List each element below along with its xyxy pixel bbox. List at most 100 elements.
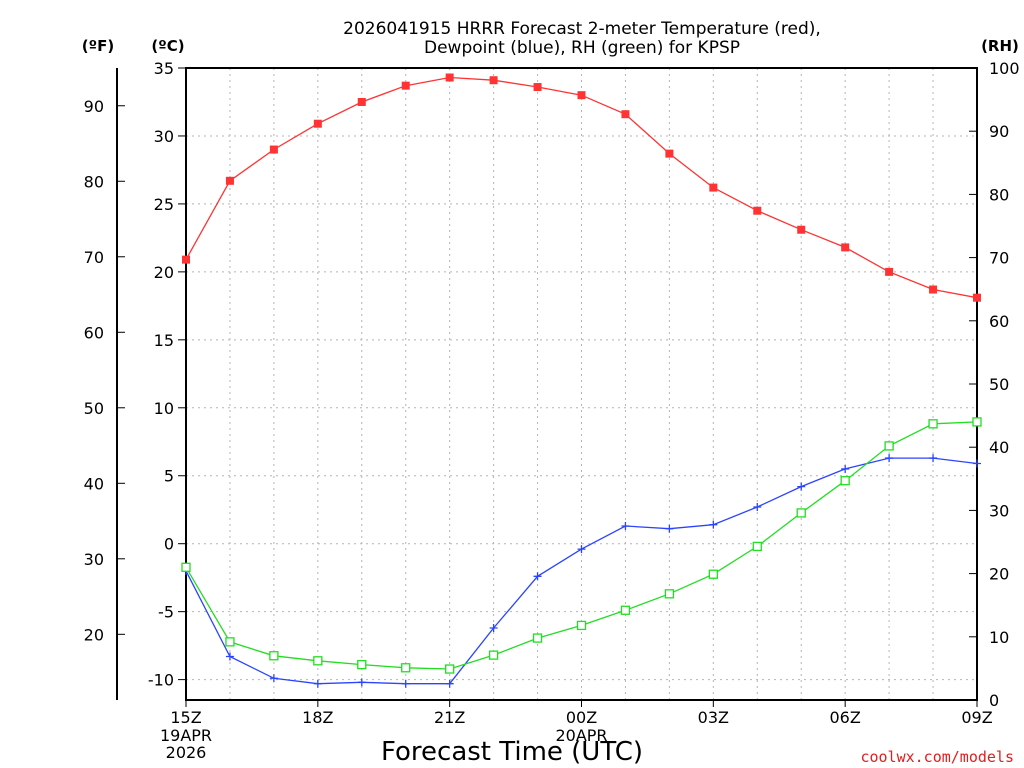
temperature-point — [973, 293, 981, 302]
rh-tick-label: 100 — [989, 59, 1020, 78]
relative-humidity-point — [445, 664, 455, 674]
dewpoint-point — [709, 520, 718, 529]
dewpoint-point — [885, 454, 894, 463]
rh-tick-label: 50 — [989, 375, 1009, 394]
rh-unit-label: (RH) — [981, 37, 1019, 55]
dewpoint-point — [577, 545, 586, 554]
relative-humidity-point — [884, 441, 894, 451]
dewpoint-point — [753, 503, 762, 512]
x-date-label: 19APR — [160, 726, 212, 745]
dewpoint-point — [489, 623, 498, 632]
temperature-point — [885, 267, 894, 276]
dewpoint-point — [401, 679, 410, 688]
celsius-tick-label: -5 — [158, 603, 174, 622]
temperature-point — [753, 206, 762, 215]
fahrenheit-tick-label: 80 — [84, 172, 104, 191]
temperature-point — [225, 176, 234, 185]
relative-humidity-point — [401, 663, 411, 673]
chart-title-line-2: Dewpoint (blue), RH (green) for KPSP — [424, 38, 740, 58]
fahrenheit-tick-label: 40 — [84, 474, 104, 493]
x-year-label: 2026 — [166, 743, 207, 762]
chart-title-line-1: 2026041915 HRRR Forecast 2-meter Tempera… — [343, 19, 821, 39]
celsius-tick-label: -10 — [148, 671, 174, 690]
dewpoint-point — [225, 652, 234, 661]
temperature-point — [445, 73, 454, 82]
temperature-point — [665, 149, 674, 158]
credit-text: coolwx.com/models — [860, 748, 1014, 766]
rh-tick-label: 20 — [989, 565, 1009, 584]
temperature-point — [929, 285, 938, 294]
celsius-tick-label: 10 — [154, 399, 174, 418]
temperature-point — [841, 243, 850, 252]
dewpoint-point — [841, 464, 850, 473]
relative-humidity-point — [181, 562, 191, 572]
celsius-tick-label: 15 — [154, 331, 174, 350]
temperature-point — [577, 91, 586, 100]
celsius-tick-label: 20 — [154, 263, 174, 282]
x-axis-title: Forecast Time (UTC) — [381, 737, 643, 767]
celsius-unit-label: (ºC) — [151, 37, 184, 55]
x-tick-label: 03Z — [698, 708, 729, 727]
dewpoint-point — [533, 572, 542, 581]
x-date-label: 20APR — [555, 726, 607, 745]
fahrenheit-tick-label: 60 — [84, 323, 104, 342]
celsius-tick-label: 0 — [164, 535, 174, 554]
x-tick-label: 06Z — [830, 708, 861, 727]
relative-humidity-point — [357, 659, 367, 670]
fahrenheit-unit-label: (ºF) — [82, 37, 114, 55]
dewpoint-point — [665, 524, 674, 533]
dewpoint-line — [185, 457, 978, 685]
rh-tick-label: 60 — [989, 312, 1009, 331]
x-tick-label: 15Z — [170, 708, 201, 727]
relative-humidity-point — [532, 633, 543, 643]
relative-humidity-point — [488, 650, 499, 660]
temperature-point — [313, 119, 322, 128]
relative-humidity-point — [752, 541, 762, 552]
tick-labels: -10 -5 0 5 10 15 20 25 30 35 20 30 40 50 60 70 80 90 0 10 20… — [84, 59, 1020, 762]
relative-humidity-point — [576, 620, 587, 631]
x-tick-label: 00Z — [566, 708, 597, 727]
celsius-tick-label: 25 — [154, 195, 174, 214]
temperature-point — [621, 110, 630, 119]
dewpoint-point — [269, 674, 278, 683]
fahrenheit-tick-label: 30 — [84, 550, 104, 569]
dewpoint-point — [357, 678, 366, 687]
relative-humidity-point — [620, 605, 631, 615]
fahrenheit-tick-label: 70 — [84, 248, 104, 267]
temperature-point — [401, 81, 410, 90]
dewpoint-point — [445, 679, 454, 688]
grid-lines — [186, 67, 977, 700]
dewpoint-point — [313, 679, 322, 688]
dewpoint-point — [621, 522, 630, 531]
relative-humidity-point — [225, 637, 235, 647]
temperature-point — [533, 83, 542, 92]
rh-tick-label: 40 — [989, 438, 1009, 457]
rh-tick-label: 10 — [989, 628, 1009, 647]
celsius-tick-label: 5 — [164, 467, 174, 486]
relative-humidity-point — [708, 569, 718, 579]
rh-tick-label: 70 — [989, 249, 1009, 268]
relative-humidity-point — [664, 589, 675, 599]
temperature-point — [709, 183, 718, 192]
temperature-point — [489, 76, 498, 85]
temperature-point — [269, 145, 278, 154]
relative-humidity-point — [840, 476, 850, 486]
rh-tick-label: 90 — [989, 122, 1009, 141]
rh-tick-label: 80 — [989, 185, 1009, 204]
rh-tick-label: 0 — [989, 691, 999, 710]
data-series — [181, 73, 982, 688]
dewpoint-point — [797, 482, 806, 491]
relative-humidity-point — [928, 419, 938, 429]
dewpoint-point — [973, 459, 981, 468]
relative-humidity-point — [269, 651, 279, 661]
celsius-tick-label: 35 — [154, 59, 174, 78]
temperature-point — [182, 255, 190, 264]
axes — [116, 67, 978, 707]
dewpoint-point — [929, 454, 938, 463]
plot-frame — [185, 67, 978, 701]
temperature-point — [357, 97, 366, 106]
fahrenheit-tick-label: 90 — [84, 97, 104, 116]
rh-tick-label: 30 — [989, 501, 1009, 520]
fahrenheit-tick-label: 20 — [84, 625, 104, 644]
